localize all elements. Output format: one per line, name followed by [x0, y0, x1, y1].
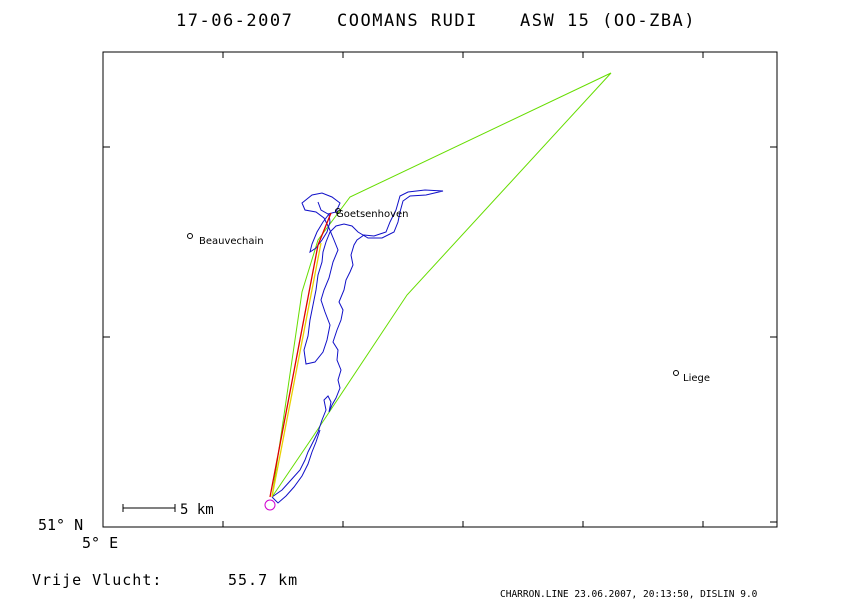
free-flight-leg-red: [269, 244, 319, 498]
place-label: Beauvechain: [199, 236, 264, 247]
free-flight-leg-red-2: [317, 212, 332, 246]
place-label: Goetsenhoven: [336, 209, 409, 220]
title-pilot: COOMANS RUDI: [337, 11, 478, 31]
distance-value: 55.7 km: [228, 571, 298, 589]
place-marker-icon: [335, 208, 341, 214]
flight-track-return: [271, 429, 321, 504]
start-circle: [264, 499, 276, 511]
lon-label: 5° E: [82, 534, 118, 552]
flight-track-thermal: [309, 213, 331, 254]
place-liege: Liege: [673, 370, 710, 384]
title-glider: ASW 15 (OO-ZBA): [520, 11, 696, 31]
place-label: Liege: [683, 373, 710, 384]
place-beauvechain: Beauvechain: [187, 233, 264, 247]
scale-bar-label: 5 km: [180, 502, 214, 518]
place-marker-icon: [187, 233, 193, 239]
distance-label: Vrije Vlucht:: [32, 571, 162, 589]
place-goetsenhoven: Goetsenhoven: [335, 208, 409, 220]
title-date: 17-06-2007: [176, 11, 293, 31]
frame-ticks: [103, 52, 777, 527]
free-flight-leg-yellow: [271, 242, 322, 498]
flight-track: [271, 189, 444, 498]
lat-label: 51° N: [38, 516, 83, 534]
map-frame: [102, 51, 778, 528]
task-route: [271, 72, 612, 498]
place-marker-icon: [673, 370, 679, 376]
footer-info: CHARRON.LINE 23.06.2007, 20:13:50, DISLI…: [500, 589, 758, 600]
scale-bar: 5 km: [122, 502, 214, 518]
